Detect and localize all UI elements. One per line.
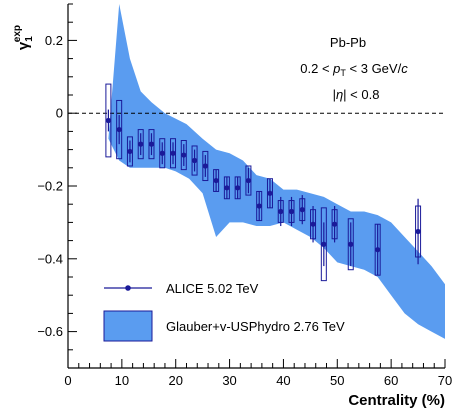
annotation-pt-range: 0.2 < pT < 3 GeV/c: [300, 61, 408, 78]
data-point-11: [223, 176, 230, 200]
data-point-12: [234, 176, 241, 200]
x-tick-label-4: 40: [276, 373, 290, 388]
data-point-13: [245, 165, 252, 196]
data-point-7: [180, 140, 187, 171]
data-point-2: [126, 136, 133, 167]
y-tick-label-2: −0.2: [37, 179, 63, 194]
marker-10: [213, 177, 219, 184]
x-tick-label-1: 10: [115, 373, 129, 388]
marker-12: [235, 185, 241, 191]
data-point-15: [266, 178, 273, 209]
marker-21: [331, 221, 338, 227]
data-point-1: [116, 99, 123, 160]
marker-24: [415, 228, 421, 235]
marker-7: [181, 152, 187, 158]
y-axis-title: γ1exp: [12, 25, 35, 50]
annotation-system: Pb-Pb: [330, 35, 366, 50]
marker-5: [159, 150, 165, 156]
y-tick-label-4: 0.2: [45, 33, 63, 48]
marker-2: [127, 148, 133, 155]
annotation-eta-range: |η| < 0.8: [333, 87, 380, 102]
axes-layer: 0 10 20 30 40 50 60 70 −0.6 −0.4 −0.2 0 0.2: [37, 3, 452, 388]
marker-11: [224, 185, 230, 191]
marker-1: [116, 126, 122, 133]
data-point-8: [191, 145, 198, 176]
x-tick-label-5: 50: [330, 373, 344, 388]
data-points-layer: [105, 83, 422, 282]
marker-20: [321, 241, 327, 247]
marker-19: [310, 221, 316, 227]
data-point-3: [137, 129, 144, 160]
data-point-19: [310, 206, 317, 243]
annotation-pt-sub: T: [340, 68, 346, 78]
data-point-23: [374, 223, 381, 276]
y-axis-title-base: γ: [15, 41, 32, 50]
annotation-eta-prefix: |: [333, 87, 336, 102]
x-tick-label-2: 20: [168, 373, 182, 388]
marker-22: [348, 241, 354, 247]
marker-0: [105, 117, 111, 124]
marker-9: [202, 163, 208, 169]
marker-4: [148, 141, 155, 147]
data-point-10: [213, 169, 220, 192]
marker-8: [191, 157, 198, 164]
annotation-pt-prefix: 0.2 <: [300, 61, 333, 76]
annotation-eta-symbol: η: [336, 87, 343, 102]
annotation-eta-suffix: | < 0.8: [343, 87, 379, 102]
y-axis-title-sup: exp: [12, 25, 23, 42]
data-point-20: [320, 207, 327, 282]
legend-points-marker: [125, 285, 131, 291]
marker-3: [138, 141, 144, 147]
data-point-6: [170, 138, 177, 169]
marker-6: [170, 150, 176, 156]
x-axis-title: Centrality (%): [348, 392, 445, 409]
marker-23: [375, 247, 381, 253]
marker-14: [256, 203, 262, 209]
annotation-pt-c: c: [401, 61, 408, 76]
data-point-17: [288, 196, 295, 227]
x-tick-label-0: 0: [64, 373, 71, 388]
model-band-layer: [108, 4, 445, 339]
y-tick-label-0: −0.6: [37, 324, 63, 339]
marker-15: [267, 190, 273, 196]
legend-label-data: ALICE 5.02 TeV: [166, 281, 259, 296]
data-point-24: [415, 198, 422, 265]
marker-17: [288, 208, 295, 215]
x-tick-label-7: 70: [438, 373, 452, 388]
y-axis-title-sub: 1: [24, 36, 35, 42]
data-point-0: [105, 83, 112, 158]
x-tick-label-6: 60: [384, 373, 398, 388]
model-band: [108, 4, 445, 339]
marker-13: [245, 177, 252, 184]
data-point-4: [148, 129, 155, 160]
data-point-21: [331, 206, 338, 243]
data-point-22: [347, 218, 354, 271]
marker-18: [299, 207, 305, 213]
data-point-5: [159, 138, 166, 169]
legend-band-swatch: [103, 310, 153, 342]
legend-label-model: Glauber+v-USPhydro 2.76 TeV: [166, 319, 345, 334]
x-tick-label-3: 30: [222, 373, 236, 388]
legend: ALICE 5.02 TeV Glauber+v-USPhydro 2.76 T…: [103, 281, 345, 342]
data-point-14: [256, 190, 263, 222]
y-tick-label-1: −0.4: [37, 251, 63, 266]
data-point-9: [202, 150, 209, 182]
marker-16: [278, 208, 284, 215]
data-point-18: [299, 195, 306, 225]
data-point-16: [277, 196, 284, 227]
annotation-pt-symbol: p: [332, 61, 340, 76]
annotation-pt-suffix: < 3 GeV/: [346, 61, 402, 76]
y-tick-label-3: 0: [56, 106, 63, 121]
